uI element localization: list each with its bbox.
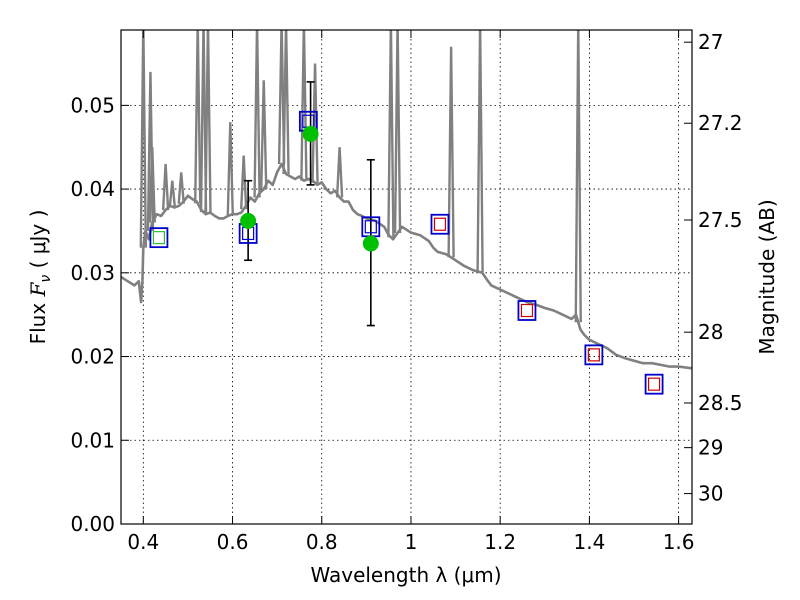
x-tick-label: 1.4 bbox=[573, 530, 605, 554]
model-photometry-box bbox=[517, 300, 537, 321]
observed-point bbox=[362, 235, 379, 252]
emission-line bbox=[476, 30, 484, 273]
model-photometry-inner-box bbox=[433, 217, 447, 231]
emission-line bbox=[393, 30, 402, 234]
mag-tick-label: 27.5 bbox=[698, 208, 743, 232]
emission-line bbox=[204, 30, 212, 214]
mag-tick-label: 29 bbox=[698, 436, 723, 460]
y-tick-label: 0.03 bbox=[70, 261, 115, 285]
model-photometry-box bbox=[584, 344, 604, 366]
mag-tick-label: 28 bbox=[698, 320, 723, 344]
x-tick-label: 0.6 bbox=[217, 530, 249, 554]
y-axis-label-suffix: ( μJy ) bbox=[26, 210, 50, 275]
mag-tick-label: 28.5 bbox=[698, 391, 743, 415]
emission-line bbox=[226, 122, 234, 216]
y-tick-label: 0.02 bbox=[70, 345, 115, 369]
emission-line bbox=[139, 30, 148, 248]
right-axis-label: Magnitude (AB) bbox=[755, 199, 779, 354]
emission-line bbox=[387, 30, 395, 238]
emission-line bbox=[168, 180, 176, 207]
observed-point bbox=[302, 125, 319, 142]
x-tick-label: 1 bbox=[405, 530, 418, 554]
model-photometry-box bbox=[644, 373, 664, 395]
emission-line bbox=[239, 155, 248, 210]
mag-tick-label: 30 bbox=[698, 482, 723, 506]
emission-line bbox=[335, 147, 344, 198]
model-photometry-inner-box bbox=[152, 231, 166, 245]
y-axis-label-symbol: F bbox=[26, 281, 50, 297]
emission-line bbox=[260, 80, 268, 190]
y-tick-label: 0.00 bbox=[70, 512, 115, 536]
plot-background bbox=[121, 30, 692, 524]
observed-points bbox=[240, 125, 379, 252]
emission-line bbox=[177, 172, 185, 204]
x-tick-label: 1.6 bbox=[663, 530, 695, 554]
model-photometry-box bbox=[149, 227, 169, 249]
y-tick-label: 0.04 bbox=[70, 177, 115, 201]
emission-line bbox=[447, 46, 455, 258]
y-axis-label: Flux Fν ( μJy ) bbox=[26, 210, 54, 345]
model-photometry-box bbox=[430, 213, 450, 235]
emission-line bbox=[311, 63, 319, 183]
magnitude-tick-labels: 27 27.2 27.5 28 28.5 29 30 bbox=[698, 30, 743, 505]
model-photometry-inner-box bbox=[364, 220, 377, 234]
mag-tick-label: 27.2 bbox=[698, 111, 743, 135]
model-photometry-inner-box bbox=[587, 348, 600, 362]
emission-line bbox=[148, 147, 156, 223]
x-axis-label: Wavelength λ (μm) bbox=[310, 563, 501, 587]
model-spectrum-line bbox=[121, 162, 692, 370]
y-tick-label: 0.05 bbox=[70, 93, 115, 117]
x-tick-labels: 0.4 0.6 0.8 1 1.2 1.4 1.6 bbox=[127, 530, 694, 554]
emission-line bbox=[194, 30, 202, 204]
model-photometry-inner-box bbox=[520, 303, 534, 318]
emission-lines bbox=[139, 30, 582, 323]
emission-line bbox=[277, 30, 286, 164]
observed-point bbox=[240, 212, 257, 229]
plot-frame bbox=[120, 29, 693, 525]
x-tick-label: 0.4 bbox=[127, 530, 159, 554]
y-axis-label-subscript: ν bbox=[38, 275, 54, 283]
x-tick-label: 1.2 bbox=[484, 530, 516, 554]
x-tick-label: 0.8 bbox=[306, 530, 338, 554]
emission-line bbox=[161, 163, 170, 211]
axis-ticks bbox=[121, 30, 692, 525]
y-axis-label-prefix: Flux bbox=[26, 296, 50, 344]
emission-line bbox=[253, 30, 261, 198]
mag-tick-label: 27 bbox=[698, 30, 723, 54]
emission-line bbox=[574, 30, 582, 323]
model-photometry-inner-box bbox=[647, 377, 661, 391]
emission-line bbox=[282, 30, 290, 175]
y-tick-labels: 0.00 0.01 0.02 0.03 0.04 0.05 bbox=[70, 93, 115, 536]
y-tick-label: 0.01 bbox=[70, 428, 115, 452]
